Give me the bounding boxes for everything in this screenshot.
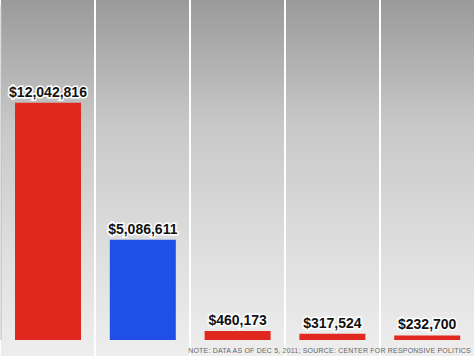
svg-text:$5,086,611: $5,086,611 xyxy=(108,221,178,237)
html-text:NOTE: DATA AS OF DEC 5, 2011;: NOTE: DATA AS OF DEC 5, 2011; SOURCE: CE… xyxy=(188,347,471,354)
svg-text:$317,524: $317,524 xyxy=(303,315,362,331)
svg-text:$232,700: $232,700 xyxy=(398,316,457,332)
svg-text:$460,173: $460,173 xyxy=(208,312,267,328)
svg-text:$12,042,816: $12,042,816 xyxy=(9,84,87,100)
